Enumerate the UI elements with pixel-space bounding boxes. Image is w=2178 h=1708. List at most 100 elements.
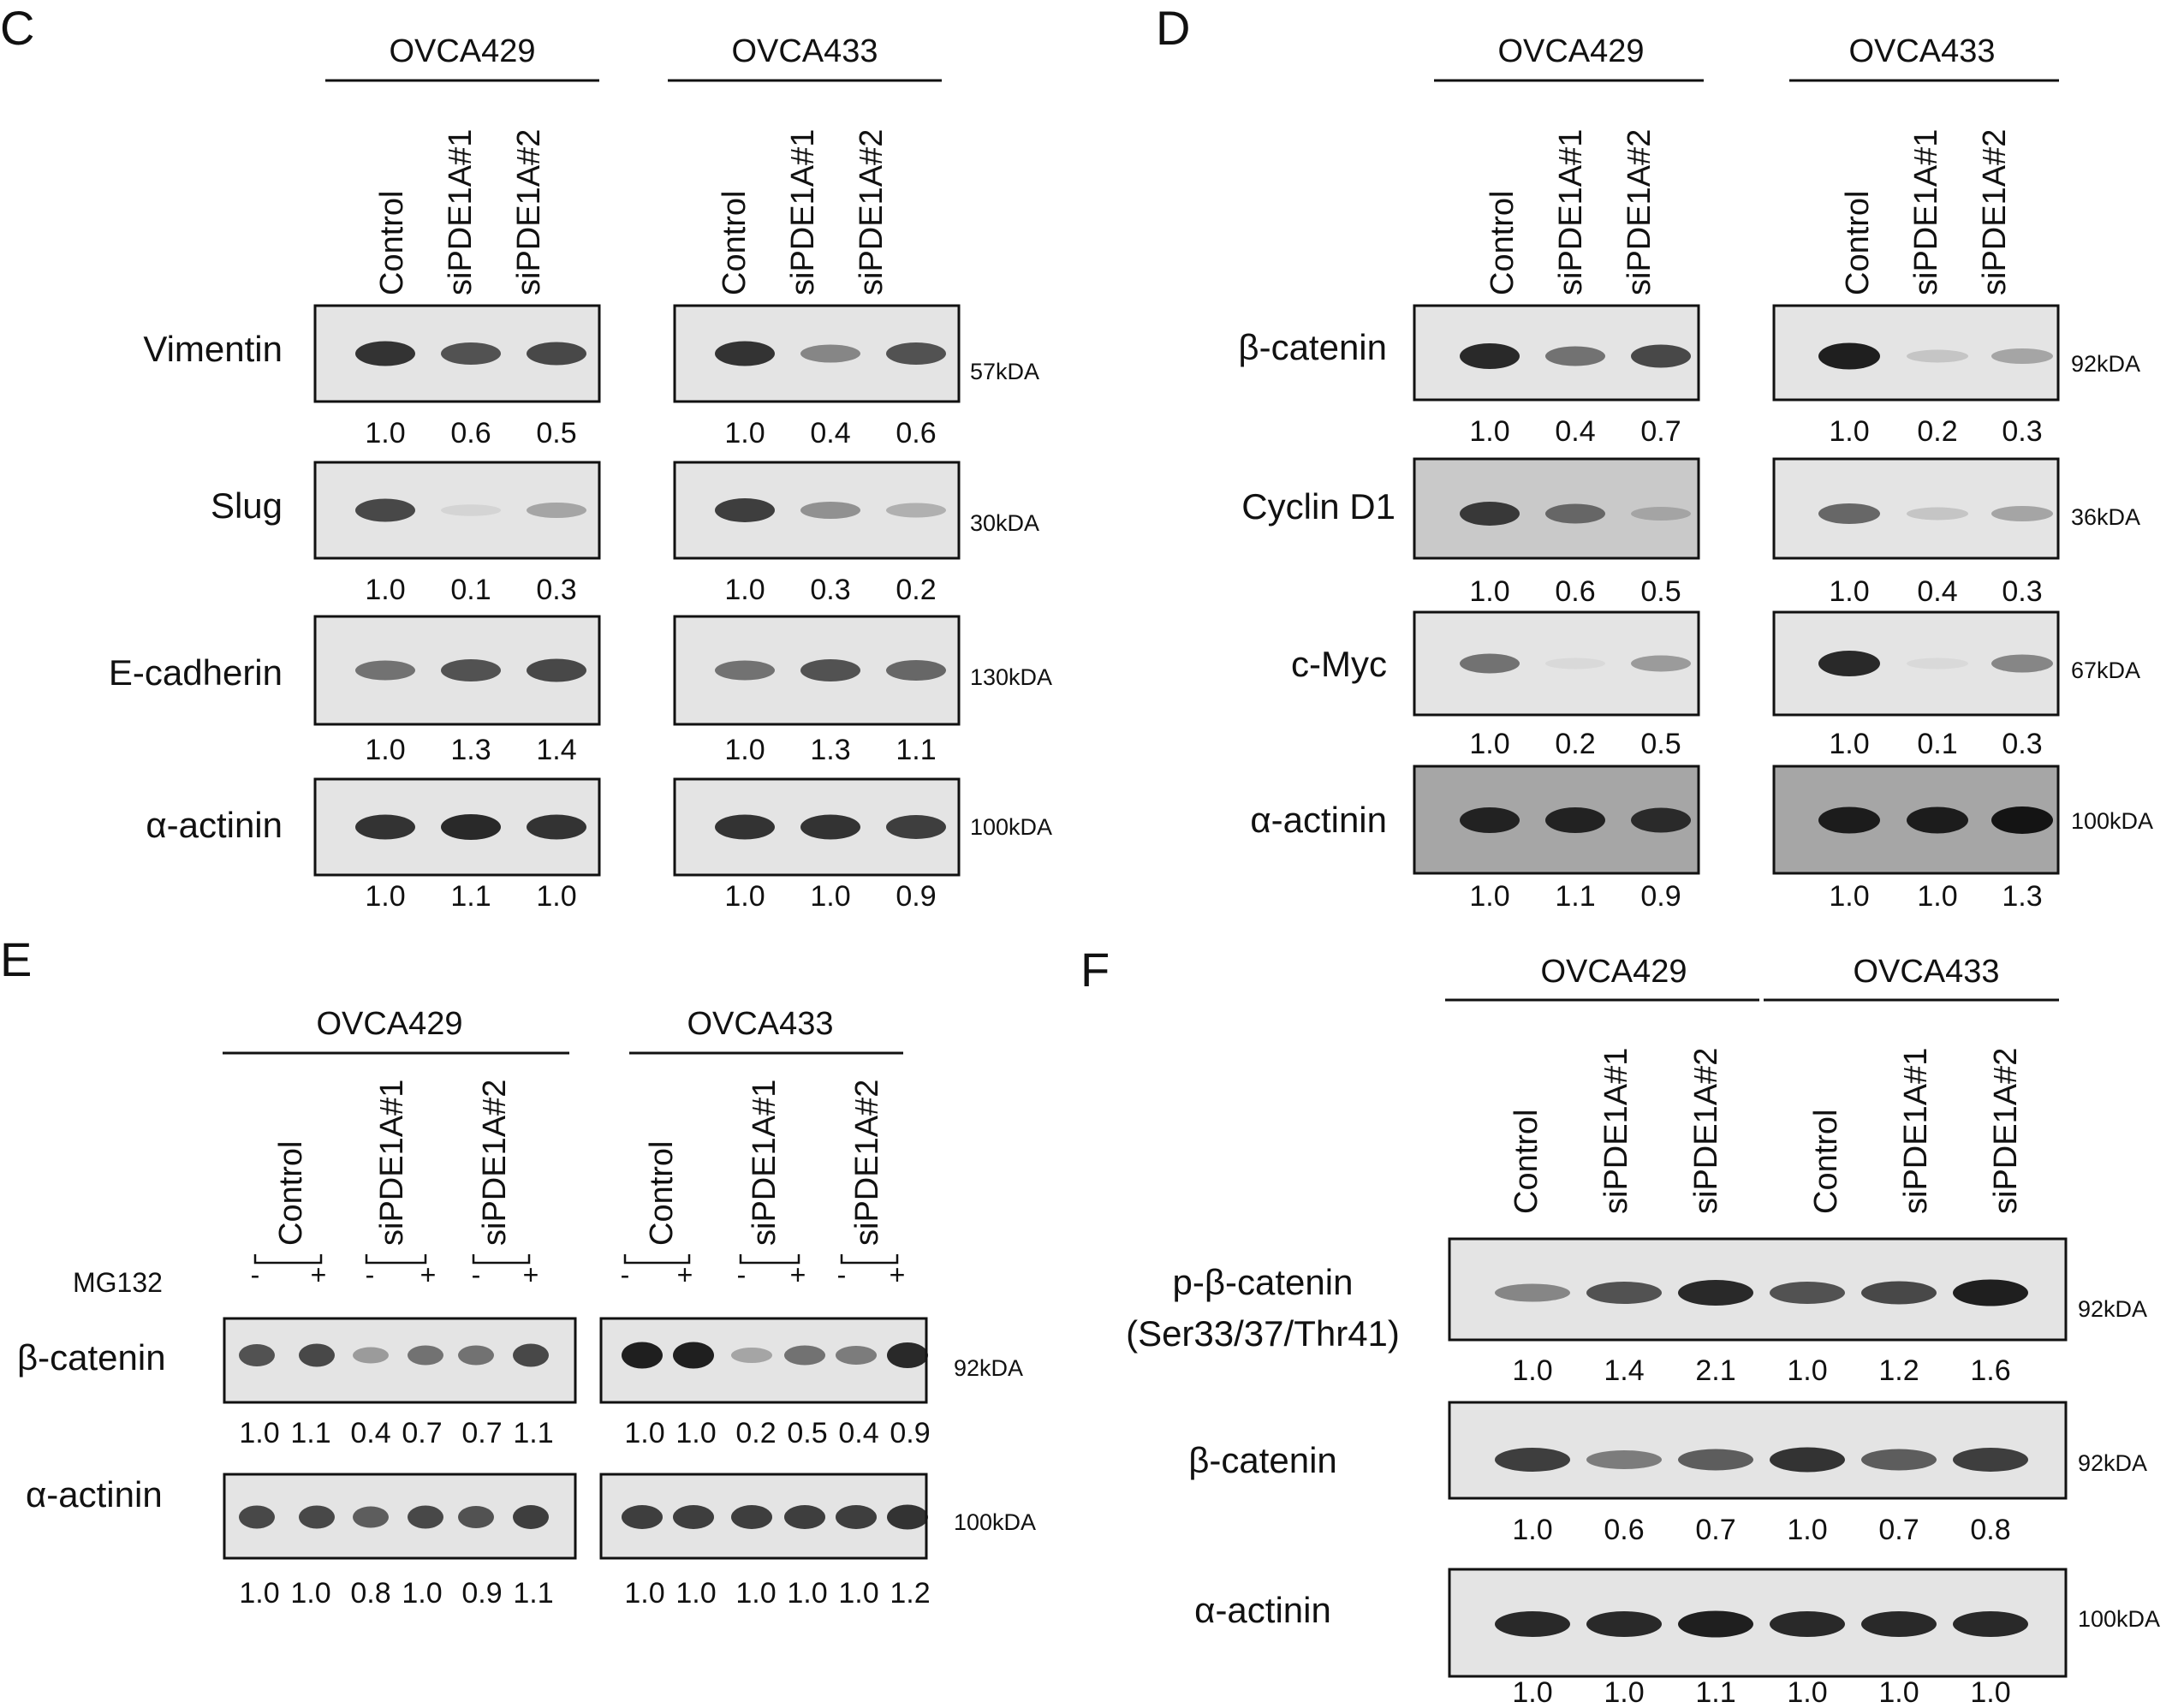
protein-band [1545, 503, 1605, 524]
lane-label: siPDE1A#2 [854, 129, 890, 295]
protein-band [1861, 1281, 1937, 1305]
blot-bands [1818, 806, 2053, 834]
protein-band [836, 1505, 877, 1529]
kda-label: 30kDA [970, 510, 1039, 536]
protein-band [355, 498, 415, 522]
quant-value: 0.7 [1640, 415, 1681, 448]
quant-value: 0.9 [461, 1577, 502, 1610]
protein-band [1545, 807, 1605, 833]
lane-label: siPDE1A#1 [1598, 1048, 1634, 1214]
treatment-sign: - [737, 1259, 747, 1290]
treatment-sign: - [472, 1259, 481, 1290]
quant-value: 1.1 [1695, 1676, 1735, 1708]
quant-value: 1.0 [1512, 1676, 1552, 1708]
cell-line-label: OVCA429 [1540, 954, 1687, 990]
quant-value: 1.0 [365, 880, 405, 913]
blot-bands [1495, 1610, 2028, 1638]
quant-value: 0.3 [2002, 728, 2042, 760]
kda-label: 92kDA [2078, 1296, 2147, 1322]
protein-band [784, 1345, 825, 1366]
protein-band [458, 1345, 494, 1366]
protein-band [800, 344, 860, 363]
kda-label: 36kDA [2071, 504, 2140, 530]
protein-label: α-actinin [26, 1474, 163, 1515]
blot-membrane [223, 1473, 577, 1560]
lane-label: Control [1509, 1110, 1544, 1215]
protein-band [355, 814, 415, 840]
quant-value: 0.8 [1970, 1514, 2010, 1546]
kda-label: 100kDA [2078, 1606, 2160, 1632]
lane-bracket [623, 1254, 691, 1265]
quant-value: 1.0 [365, 574, 405, 606]
protein-band [800, 814, 860, 840]
quant-value: 1.0 [675, 1417, 716, 1449]
protein-band [1545, 658, 1605, 670]
quant-value: 1.0 [1829, 880, 1869, 913]
blot-bands [715, 341, 946, 366]
lane-label: siPDE1A#2 [1977, 129, 2013, 295]
protein-label: (Ser33/37/Thr41) [1126, 1313, 1400, 1354]
quant-value: 0.1 [1917, 728, 1957, 760]
blot-bands [1818, 342, 2053, 370]
blot-bands [1460, 502, 1691, 526]
cell-line-label: OVCA429 [389, 33, 535, 69]
lane-bracket [840, 1254, 899, 1265]
protein-band [1818, 651, 1880, 676]
protein-band [673, 1342, 714, 1369]
quant-value: 0.8 [350, 1577, 390, 1610]
quant-value: 1.0 [724, 574, 765, 606]
quant-value: 0.5 [787, 1417, 827, 1449]
blot-bands [715, 498, 946, 522]
protein-band [1953, 1611, 2028, 1637]
protein-band [715, 660, 775, 681]
protein-band [1818, 806, 1880, 834]
quant-value: 1.2 [890, 1577, 930, 1610]
quant-value: 1.0 [1917, 880, 1957, 913]
protein-band [1495, 1283, 1570, 1302]
protein-band [731, 1505, 772, 1529]
protein-band [622, 1505, 663, 1529]
protein-band [1861, 1611, 1937, 1637]
quant-value: 1.0 [1970, 1676, 2010, 1708]
lane-bracket [739, 1254, 800, 1265]
quant-value: 0.2 [1917, 415, 1957, 448]
protein-band [1953, 1448, 2028, 1472]
protein-band [1631, 807, 1691, 833]
treatment-sign: - [251, 1259, 260, 1290]
protein-band [355, 660, 415, 681]
protein-label: α-actinin [146, 805, 283, 845]
protein-band [299, 1505, 335, 1529]
treatment-sign: - [366, 1259, 375, 1290]
protein-band [1631, 655, 1691, 672]
quant-value: 0.6 [1604, 1514, 1644, 1546]
lane-label: Control [1485, 191, 1520, 296]
quant-value: 0.7 [402, 1417, 442, 1449]
quant-value: 1.0 [735, 1577, 776, 1610]
quant-value: 0.4 [838, 1417, 878, 1449]
quant-value: 1.3 [810, 734, 850, 766]
blot-bands [1495, 1447, 2028, 1473]
quant-value: 1.0 [810, 880, 850, 913]
lane-label: siPDE1A#1 [443, 129, 479, 295]
quant-value: 1.0 [536, 880, 576, 913]
quant-value: 1.1 [450, 880, 491, 913]
protein-band [1586, 1611, 1662, 1637]
quant-value: 1.0 [724, 734, 765, 766]
protein-band [886, 503, 946, 518]
protein-band [1991, 806, 2053, 834]
kda-label: 92kDA [2078, 1450, 2147, 1476]
quant-value: 1.0 [838, 1577, 878, 1610]
quant-value: 0.7 [461, 1417, 502, 1449]
protein-label: Vimentin [143, 329, 283, 369]
cell-line-label: OVCA433 [1853, 954, 1999, 990]
quant-value: 1.0 [365, 417, 405, 449]
protein-band [353, 1506, 389, 1528]
quant-value: 0.6 [896, 417, 936, 449]
quant-value: 0.4 [1555, 415, 1595, 448]
panel-c: C OVCA429 OVCA433 Control siPDE1A#1 siPD… [0, 1, 1052, 913]
treatment-sign: + [790, 1259, 806, 1290]
protein-band [1460, 502, 1520, 526]
lane-label: siPDE1A#1 [374, 1080, 410, 1246]
quant-value: 1.0 [624, 1577, 664, 1610]
